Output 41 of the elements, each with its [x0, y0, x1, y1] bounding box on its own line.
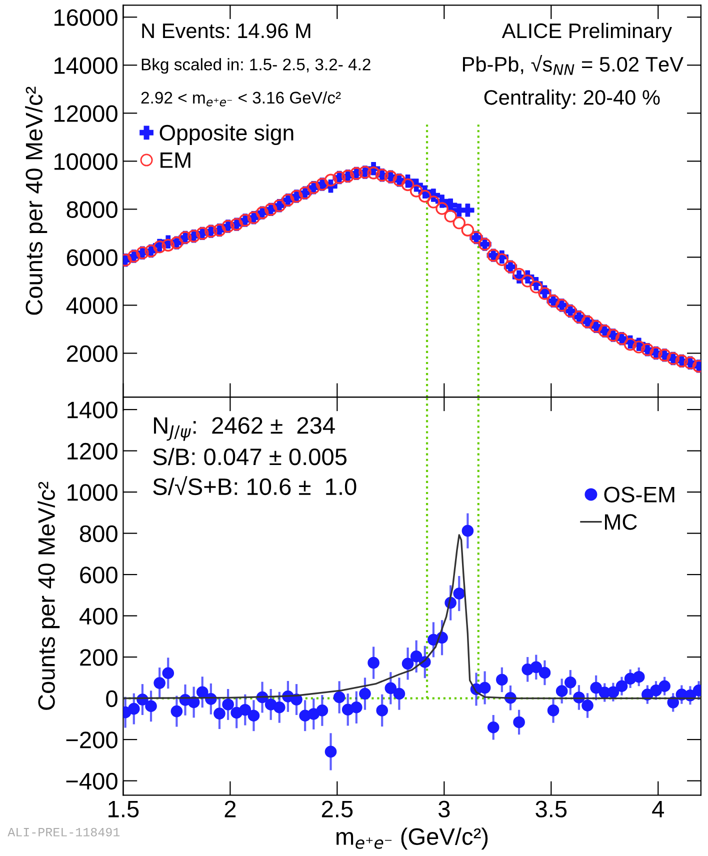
- y-tick-label: 1400: [68, 402, 118, 418]
- x-tick-label: 1.5: [108, 800, 139, 818]
- y-tick-label: 14000: [54, 57, 118, 74]
- y-tick-label: 400: [79, 608, 118, 625]
- annotation: N$_{J/ψ}$: 2462 ± 234: [154, 417, 335, 441]
- legend-label: MC: [605, 514, 637, 530]
- annotation: Centrality: 20-40 %: [484, 90, 660, 109]
- annotation: ALICE Preliminary: [502, 22, 672, 42]
- x-tick-label: 2: [224, 800, 236, 818]
- annotation: Bkg scaled in: 1.5- 2.5, 3.2- 4.2: [142, 58, 370, 74]
- legend-label: OS-EM: [604, 486, 674, 502]
- y-tick-label: 0: [106, 690, 118, 708]
- annotation: S/√S+B: 10.6 ± 1.0: [153, 476, 356, 496]
- text: ALI-PREL-118491: [8, 828, 120, 836]
- legend-label: Opposite sign: [160, 124, 294, 146]
- y-tick-label: 8000: [66, 201, 118, 218]
- y-tick-label: 16000: [54, 9, 118, 26]
- legend-label: EM: [160, 152, 190, 168]
- x-axis-title: m$_{e⁺e⁻}$ (GeV/c²): [336, 828, 488, 850]
- y-tick-label: 600: [80, 566, 118, 584]
- y-tick-label: 1000: [68, 484, 118, 501]
- y-tick-label: 200: [80, 649, 118, 666]
- y-tick-label: −200: [66, 732, 118, 748]
- y-tick-label: 2000: [67, 345, 118, 362]
- y-tick-label: 4000: [66, 297, 118, 314]
- x-tick-label: 2.5: [322, 800, 353, 818]
- annotation: 2.92 < m$_{e⁺e⁻}$ < 3.16 GeV/c²: [141, 91, 341, 106]
- y-tick-label: −400: [66, 772, 118, 790]
- x-tick-label: 3.5: [536, 800, 567, 818]
- annotation: N Events: 14.96 M: [142, 23, 310, 38]
- annotation: S/B: 0.047 ± 0.005: [153, 448, 347, 466]
- annotation: Pb-Pb, √s$_{NN}$ = 5.02 TeV: [463, 55, 684, 75]
- y-tick-label: 12000: [54, 105, 118, 122]
- x-tick-label: 4: [652, 800, 664, 818]
- y-tick-label: 800: [80, 525, 118, 542]
- y-tick-label: 1200: [68, 442, 118, 460]
- y-tick-label: 6000: [67, 249, 118, 266]
- y-tick-label: 10000: [54, 153, 118, 170]
- x-tick-label: 3: [438, 800, 450, 818]
- y-axis-title: Counts per 40 MeV/c²: [25, 86, 48, 315]
- y-axis-title: Counts per 40 MeV/c²: [38, 482, 60, 710]
